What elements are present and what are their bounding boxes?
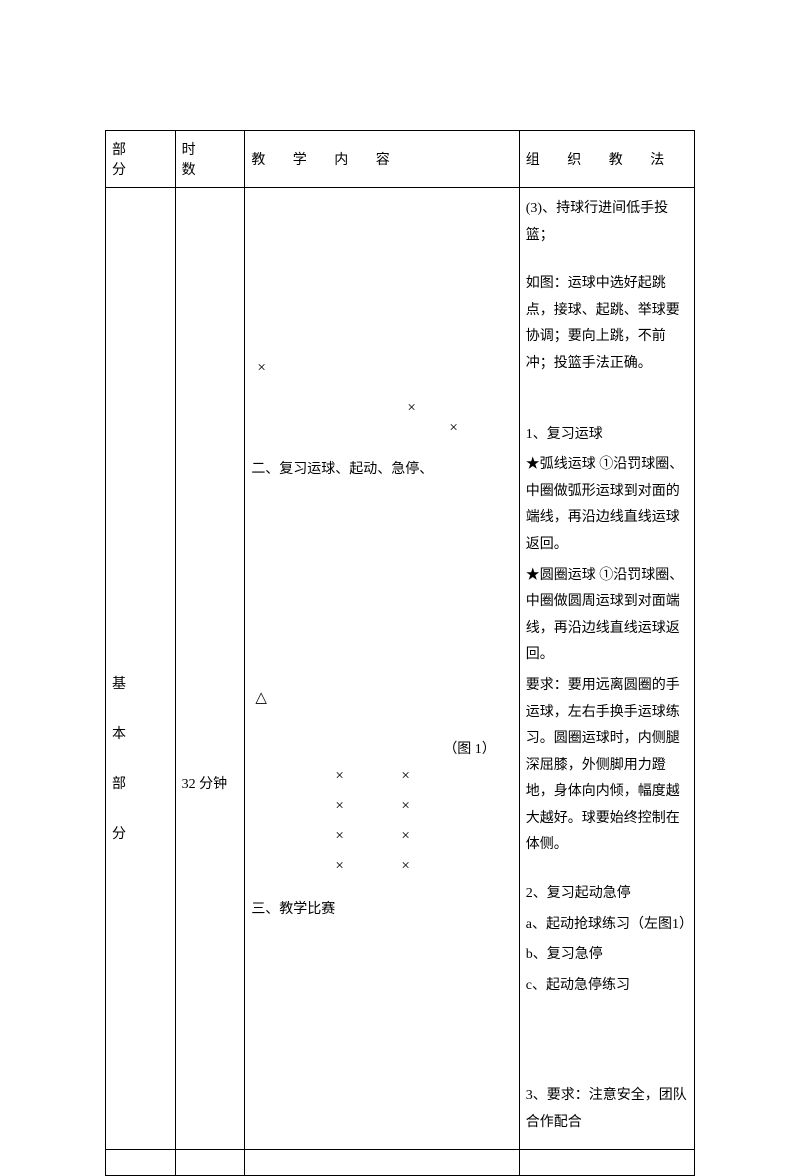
empty-c4 (519, 1149, 694, 1175)
section-char-2: 本 (112, 723, 126, 743)
org-item3-body: 如图：运球中选好起跳点，接球、起跳、举球要协调；要向上跳，不前冲；投篮手法正确。 (526, 271, 688, 377)
header-content: 教 学 内 容 (245, 131, 519, 188)
diagram2-cross-3-1: × (401, 858, 409, 875)
empty-c1 (106, 1149, 176, 1175)
time-cell: 32 分钟 (175, 188, 245, 1150)
org-cell: (3)、持球行进间低手投篮； 如图：运球中选好起跳点，接球、起跳、举球要协调；要… (519, 188, 694, 1150)
diagram1-cross-0: × (257, 360, 265, 377)
header-org: 组 织 教 法 (519, 131, 694, 188)
org-content: (3)、持球行进间低手投篮； 如图：运球中选好起跳点，接球、起跳、举球要协调；要… (526, 196, 688, 1137)
org-review2-c: c、起动急停练习 (526, 973, 688, 1000)
org-item3-title: (3)、持球行进间低手投篮； (526, 196, 688, 249)
org-review1-star1: ★弧线运球 ①沿罚球圈、中圈做弧形运球到对面的端线，再沿边线直线运球返回。 (526, 452, 688, 558)
header-time: 时 数 (175, 131, 245, 188)
empty-c3 (245, 1149, 519, 1175)
org-review1-star2: ★圆圈运球 ①沿罚球圈、中圈做圆周运球到对面端线，再沿边线直线运球返回。 (526, 563, 688, 669)
header-row: 部 分 时 数 教 学 内 容 组 织 教 法 (106, 131, 695, 188)
body-row: 基 本 部 分 32 分钟 ×××二、复习运球、起动、急停、△（图 1）××××… (106, 188, 695, 1150)
diagram1-cross-2: × (449, 420, 457, 437)
org-review3: 3、要求：注意安全，团队合作配合 (526, 1083, 688, 1136)
section-char-1: 基 (112, 673, 126, 693)
diagram2-cross-2-1: × (401, 828, 409, 845)
section-char-3: 部 (112, 773, 126, 793)
diagram2-cross-3-0: × (335, 858, 343, 875)
lesson-plan-table: 部 分 时 数 教 学 内 容 组 织 教 法 基 本 部 分 32 分钟 ××… (105, 130, 695, 1176)
org-review1-req: 要求：要用远离圆圈的手运球，左右手换手运球练习。圆圈运球时，内侧腿深屈膝，外侧脚… (526, 673, 688, 859)
diagram2-cross-0-1: × (401, 768, 409, 785)
time-value: 32 分钟 (182, 196, 239, 1141)
org-review2-a: a、起动抢球练习（左图1） (526, 912, 688, 939)
org-review1-title: 1、复习运球 (526, 422, 688, 449)
header-section: 部 分 (106, 131, 176, 188)
diagram2-cross-1-0: × (335, 798, 343, 815)
section-cell: 基 本 部 分 (106, 188, 176, 1150)
section-char-4: 分 (112, 823, 126, 843)
section2-title: 二、复习运球、起动、急停、 (251, 458, 433, 478)
org-review2-b: b、复习急停 (526, 942, 688, 969)
diagram2-cross-0-0: × (335, 768, 343, 785)
content-cell: × × × 二、复习运球、起动、急停、 △ （图 1） × × × × × × × × 三、教学比赛 (245, 188, 519, 1150)
section-label-vertical: 基 本 部 分 (112, 196, 169, 1141)
diagram2-cross-2-0: × (335, 828, 343, 845)
empty-row (106, 1149, 695, 1175)
empty-c2 (175, 1149, 245, 1175)
content-area: × × × 二、复习运球、起动、急停、 △ （图 1） × × × × × × × × 三、教学比赛 (251, 196, 512, 1141)
section3-title: 三、教学比赛 (251, 898, 335, 918)
figure-label: （图 1） (443, 738, 496, 758)
diagram1-cross-1: × (407, 400, 415, 417)
triangle-mark: △ (255, 688, 267, 707)
org-review2-title: 2、复习起动急停 (526, 881, 688, 908)
diagram2-cross-1-1: × (401, 798, 409, 815)
